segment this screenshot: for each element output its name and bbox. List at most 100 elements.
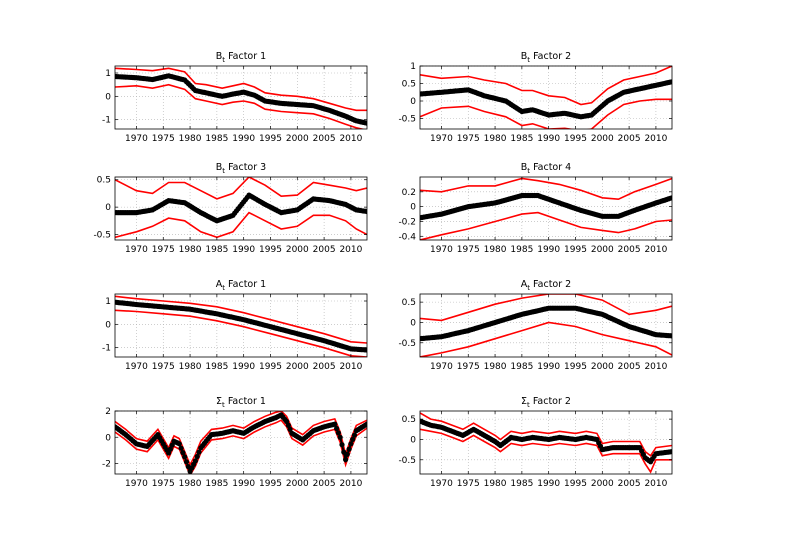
x-tick-label: 1975 (457, 245, 480, 255)
subplot-2: 1970 1975 1980 1985 1990 1995 2000 2005 2010 -0.5… (398, 51, 673, 144)
x-tick-label: 1970 (125, 245, 148, 255)
x-tick-label: 1995 (564, 479, 587, 489)
y-tick-label: 0 (105, 433, 111, 443)
x-tick-label: 1990 (232, 245, 255, 255)
ticks (115, 410, 367, 474)
grid (115, 66, 367, 129)
y-tick-label: -0.5 (398, 115, 416, 125)
subplot-title: At Factor 2 (521, 279, 571, 292)
y-tick-label: 0 (410, 435, 416, 445)
median-markers (115, 412, 367, 474)
y-tick-label: 0 (410, 203, 416, 213)
x-tick-label: 1995 (259, 134, 282, 144)
y-tick-label: -0.4 (398, 232, 416, 242)
x-tick-label: 2010 (339, 134, 362, 144)
x-tick-label: 1990 (537, 245, 560, 255)
x-tick-label: 1985 (510, 362, 533, 372)
median-point (332, 421, 338, 427)
lower-band-line (115, 83, 366, 129)
x-tick-label: 1975 (152, 245, 175, 255)
x-tick-label: 1970 (430, 362, 453, 372)
x-tick-label: 1995 (564, 134, 587, 144)
x-tick-label: 2005 (313, 479, 336, 489)
axes-frame (419, 65, 673, 130)
x-tick-label: 1995 (564, 245, 587, 255)
title-rest: Factor 1 (225, 51, 266, 62)
subplot-title: Σt Factor 2 (521, 396, 571, 409)
title-rest: Factor 4 (530, 162, 571, 173)
x-tick-label: 2005 (313, 362, 336, 372)
lower-band-line (115, 211, 367, 239)
x-tick-label: 1985 (510, 479, 533, 489)
axes-frame (114, 65, 368, 130)
ticks (115, 294, 367, 357)
x-tick-label: 2000 (591, 479, 614, 489)
subplot-title: At Factor 1 (216, 279, 266, 292)
x-tick-label: 1995 (259, 245, 282, 255)
x-tick-label: 1975 (457, 362, 480, 372)
x-tick-label: 1985 (510, 134, 533, 144)
y-tick-label: -0.5 (398, 339, 416, 349)
median-markers (420, 79, 672, 120)
title-rest: Factor 2 (530, 396, 571, 407)
x-tick-label: 2000 (286, 362, 309, 372)
title-subscript: t (527, 167, 530, 175)
x-tick-label: 1975 (457, 479, 480, 489)
subplot-title: Σt Factor 1 (216, 396, 266, 409)
x-tick-label: 1995 (259, 362, 282, 372)
title-subscript: t (527, 284, 530, 292)
y-tick-label: -0.5 (398, 456, 416, 466)
y-tick-label: -2 (102, 460, 111, 470)
series-group (420, 177, 672, 240)
y-tick-label: 1 (105, 297, 111, 307)
ticks (115, 177, 367, 240)
y-tick-label: 1 (105, 69, 111, 79)
title-rest: Factor 3 (225, 162, 266, 173)
x-tick-label: 1970 (430, 134, 453, 144)
x-tick-label: 1970 (125, 362, 148, 372)
x-tick-label: 1990 (232, 134, 255, 144)
y-tick-label: -0.2 (398, 217, 416, 227)
median-markers (420, 192, 672, 221)
lower-band-line (115, 309, 367, 357)
x-tick-label: 2010 (339, 479, 362, 489)
y-tick-label: 2 (105, 407, 111, 417)
x-tick-label: 1980 (179, 134, 202, 144)
subplot-4: 1970 1975 1980 1985 1990 1995 2000 2005 2010 -0.4… (398, 162, 673, 255)
axes-frame (419, 293, 673, 358)
title-subscript: t (222, 284, 225, 292)
upper-band-line (420, 177, 672, 201)
x-tick-label: 2010 (339, 245, 362, 255)
median-point (364, 208, 367, 215)
median-point (364, 421, 367, 427)
title-subscript: t (527, 401, 530, 409)
median-point (335, 430, 341, 436)
median-point (196, 449, 202, 455)
median-markers (420, 305, 672, 342)
median-point (337, 434, 343, 440)
median-point (343, 457, 349, 463)
ticks (420, 177, 672, 240)
x-tick-label: 2000 (286, 245, 309, 255)
x-tick-label: 2000 (286, 479, 309, 489)
x-tick-label: 2005 (313, 245, 336, 255)
median-point (348, 441, 354, 447)
x-tick-label: 1975 (152, 134, 175, 144)
ticks (420, 411, 672, 474)
median-markers (115, 73, 367, 126)
title-main: A (216, 279, 223, 290)
title-main: B (216, 162, 223, 173)
median-point (351, 432, 358, 438)
median-point (350, 436, 356, 442)
upper-band-line (115, 295, 367, 344)
x-tick-label: 1985 (205, 479, 228, 489)
median-point (669, 195, 672, 201)
title-main: A (521, 279, 528, 290)
median-point (669, 449, 672, 455)
ticks (115, 66, 367, 129)
y-tick-label: -0.5 (93, 231, 111, 241)
median-point (167, 446, 173, 452)
x-tick-label: 1985 (205, 245, 228, 255)
axes-frame (419, 410, 673, 475)
